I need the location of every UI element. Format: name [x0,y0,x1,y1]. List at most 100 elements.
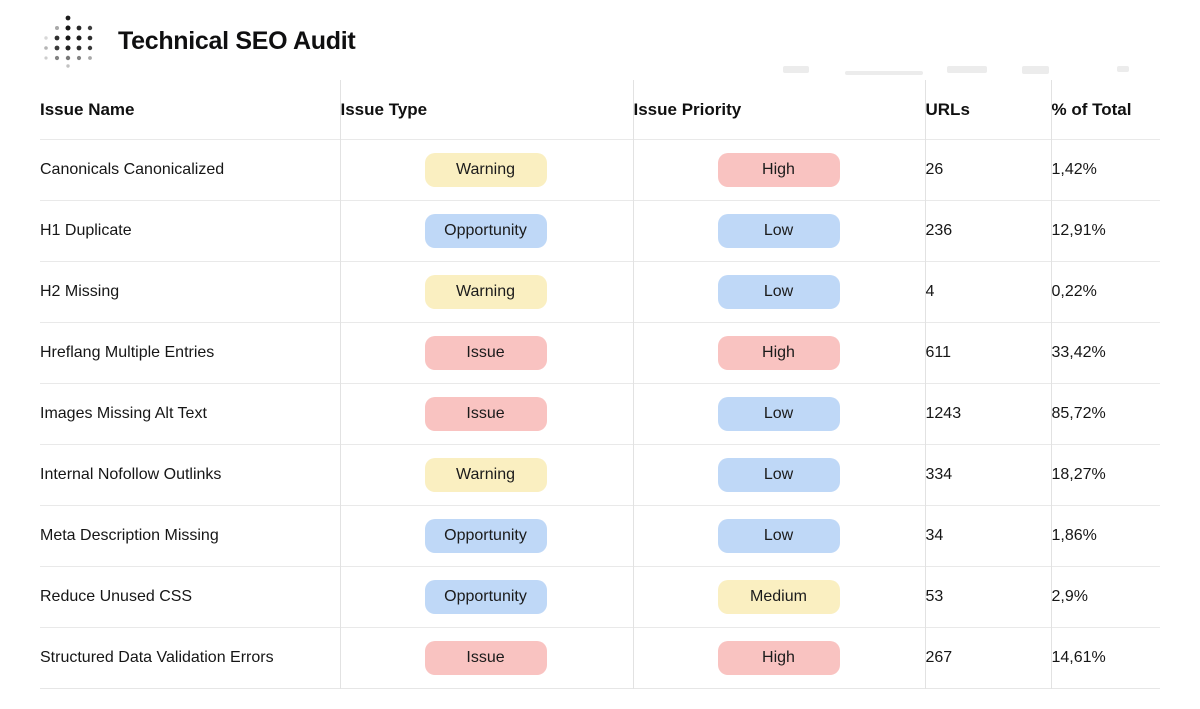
ghost-artifact [783,66,809,73]
pct-of-total: 12,91% [1051,222,1106,239]
issue-priority-cell: Low [633,261,926,323]
table-row: Images Missing Alt Text Issue Low 1243 8… [40,383,1160,445]
urls-count: 4 [925,283,935,300]
issue-name-cell: H2 Missing [40,261,341,323]
halftone-dots-logo-icon [44,15,93,68]
issue-type-cell: Warning [340,261,634,323]
pct-of-total-cell: 1,42% [1051,139,1160,201]
pct-of-total-cell: 14,61% [1051,627,1160,689]
issue-priority-badge: High [717,641,840,675]
issue-name-cell: Structured Data Validation Errors [40,627,341,689]
issue-type-cell: Warning [340,139,634,201]
pct-of-total-cell: 1,86% [1051,505,1160,567]
table-row: Reduce Unused CSS Opportunity Medium 53 … [40,566,1160,628]
table-row: Meta Description Missing Opportunity Low… [40,505,1160,567]
issue-name-cell: H1 Duplicate [40,200,341,262]
urls-count: 34 [925,527,944,544]
issue-name: Hreflang Multiple Entries [40,344,215,361]
pct-of-total: 0,22% [1051,283,1097,300]
issue-priority-badge: Low [717,519,840,553]
page-title: Technical SEO Audit [118,26,356,55]
issue-type-cell: Opportunity [340,505,634,567]
ghost-artifact [1022,66,1049,74]
urls-cell: 334 [925,444,1052,506]
urls-count: 267 [925,649,953,666]
urls-count: 26 [925,161,944,178]
pct-of-total-cell: 0,22% [1051,261,1160,323]
issue-priority-cell: Low [633,444,926,506]
issue-type-badge: Warning [424,153,547,187]
issue-name: H1 Duplicate [40,222,132,239]
urls-cell: 236 [925,200,1052,262]
issue-name-cell: Reduce Unused CSS [40,566,341,628]
issue-type-badge: Opportunity [424,214,547,248]
urls-cell: 267 [925,627,1052,689]
issue-priority-cell: Low [633,383,926,445]
pct-of-total: 85,72% [1051,405,1106,422]
issue-type-badge: Warning [424,275,547,309]
pct-of-total: 2,9% [1051,588,1088,605]
issue-priority-badge: Low [717,397,840,431]
issue-name-cell: Canonicals Canonicalized [40,139,341,201]
pct-of-total: 18,27% [1051,466,1106,483]
ghost-artifact [1117,66,1129,72]
issue-type-badge: Issue [424,397,547,431]
table-row: Hreflang Multiple Entries Issue High 611… [40,322,1160,384]
issue-priority-badge: High [717,336,840,370]
urls-count: 53 [925,588,944,605]
issue-priority-cell: High [633,139,926,201]
issue-name: Images Missing Alt Text [40,405,207,422]
issue-name-cell: Images Missing Alt Text [40,383,341,445]
urls-cell: 1243 [925,383,1052,445]
issue-type-badge: Issue [424,336,547,370]
issue-priority-badge: High [717,153,840,187]
column-header-issue-priority: Issue Priority [633,80,926,140]
pct-of-total: 14,61% [1051,649,1106,666]
issue-type-cell: Issue [340,627,634,689]
issue-type-badge: Opportunity [424,580,547,614]
urls-count: 611 [925,344,952,361]
pct-of-total: 33,42% [1051,344,1106,361]
urls-cell: 611 [925,322,1052,384]
column-header-issue-type: Issue Type [340,80,634,140]
table-row: Structured Data Validation Errors Issue … [40,627,1160,689]
pct-of-total-cell: 2,9% [1051,566,1160,628]
pct-of-total: 1,42% [1051,161,1097,178]
issue-priority-cell: Low [633,505,926,567]
pct-of-total-cell: 33,42% [1051,322,1160,384]
issue-name-cell: Meta Description Missing [40,505,341,567]
audit-table: Issue Name Issue Type Issue Priority URL… [40,80,1160,689]
issue-priority-badge: Low [717,458,840,492]
ghost-artifact [845,71,923,75]
pct-of-total: 1,86% [1051,527,1097,544]
issue-name: Reduce Unused CSS [40,588,193,605]
pct-of-total-cell: 18,27% [1051,444,1160,506]
issue-type-badge: Opportunity [424,519,547,553]
table-row: Canonicals Canonicalized Warning High 26… [40,139,1160,201]
table-row: H2 Missing Warning Low 4 0,22% [40,261,1160,323]
ghost-artifact [947,66,987,73]
issue-name: Internal Nofollow Outlinks [40,466,222,483]
issue-name: Canonicals Canonicalized [40,161,225,178]
issue-type-cell: Issue [340,322,634,384]
audit-table-body: Canonicals Canonicalized Warning High 26… [40,139,1160,689]
pct-of-total-cell: 12,91% [1051,200,1160,262]
issue-name-cell: Hreflang Multiple Entries [40,322,341,384]
urls-count: 1243 [925,405,962,422]
column-header-pct-of-total: % of Total [1051,99,1132,119]
issue-priority-cell: High [633,322,926,384]
urls-cell: 53 [925,566,1052,628]
issue-type-cell: Opportunity [340,200,634,262]
issue-type-badge: Issue [424,641,547,675]
urls-count: 334 [925,466,953,483]
report-header: Technical SEO Audit [42,13,356,69]
urls-cell: 26 [925,139,1052,201]
pct-of-total-cell: 85,72% [1051,383,1160,445]
urls-cell: 34 [925,505,1052,567]
table-row: Internal Nofollow Outlinks Warning Low 3… [40,444,1160,506]
table-row: H1 Duplicate Opportunity Low 236 12,91% [40,200,1160,262]
issue-name: Structured Data Validation Errors [40,649,274,666]
issue-type-cell: Issue [340,383,634,445]
issue-priority-cell: Low [633,200,926,262]
